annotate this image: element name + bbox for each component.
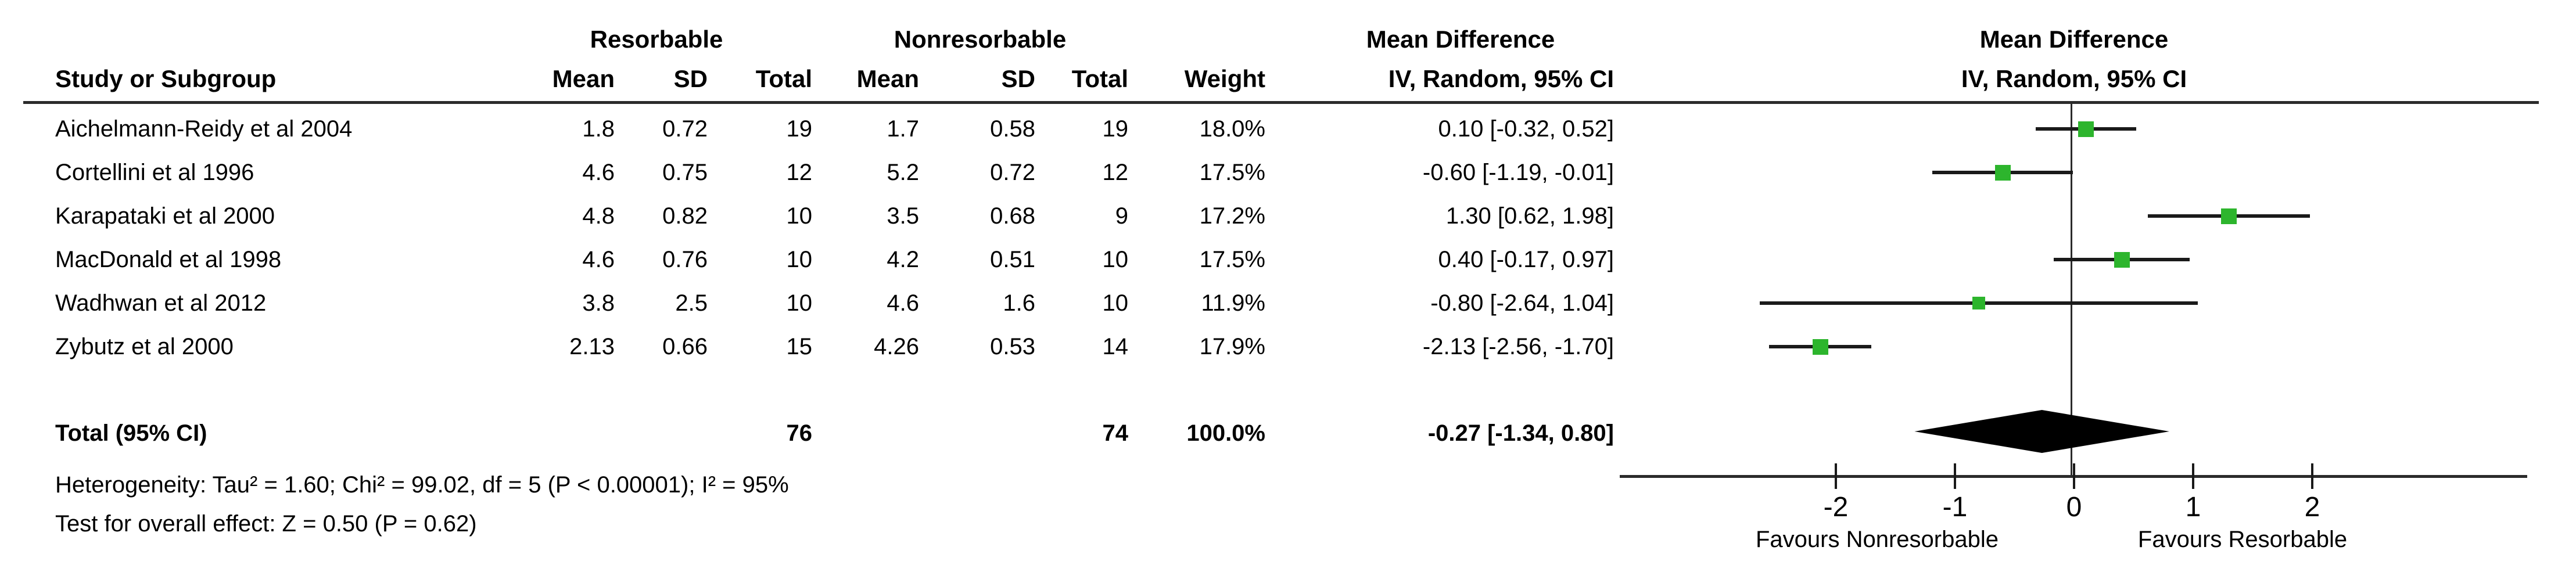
study-row-name: Zybutz et al 2000	[55, 334, 234, 359]
study-row-n_mean: 3.5	[887, 203, 919, 229]
study-row-r_mean: 4.8	[582, 203, 615, 229]
study-row-n_mean: 4.26	[874, 334, 919, 359]
overall-effect-text: Test for overall effect: Z = 0.50 (P = 0…	[55, 511, 477, 537]
group2-header: Nonresorbable	[894, 26, 1067, 53]
study-row-r_mean: 2.13	[569, 334, 615, 359]
study-row-ci_text: 0.10 [-0.32, 0.52]	[1438, 116, 1614, 142]
total-weight: 100.0%	[1186, 420, 1265, 446]
study-row-r_total: 15	[786, 334, 813, 359]
x-axis-tick-label: -1	[1942, 492, 1968, 523]
study-row-n_mean: 1.7	[887, 116, 919, 142]
effect-ci-header: IV, Random, 95% CI	[1388, 65, 1614, 92]
x-axis-tick	[2311, 463, 2313, 489]
study-row-ci_text: 1.30 [0.62, 1.98]	[1445, 203, 1614, 229]
x-axis-tick	[1954, 463, 1956, 489]
study-row-n_sd: 0.53	[990, 334, 1035, 359]
study-row-r_mean: 4.6	[582, 160, 615, 185]
study-row-r_mean: 4.6	[582, 247, 615, 272]
study-row-ci_text: -0.60 [-1.19, -0.01]	[1422, 160, 1614, 185]
study-row-name: Aichelmann-Reidy et al 2004	[55, 116, 353, 142]
study-row-n_total: 14	[1102, 334, 1129, 359]
g1-total-header: Total	[755, 65, 812, 92]
g2-sd-header: SD	[1001, 65, 1035, 92]
plot-ci-header: IV, Random, 95% CI	[1961, 65, 2187, 92]
study-row-r_total: 10	[786, 203, 813, 229]
study-row-n_total: 12	[1102, 160, 1129, 185]
study-row-r_sd: 0.72	[662, 116, 708, 142]
study-row-r_sd: 0.82	[662, 203, 708, 229]
effect-text-col-title: Mean Difference	[1366, 26, 1555, 53]
study-row-n_total: 9	[1115, 203, 1128, 229]
plot-col-title: Mean Difference	[1979, 26, 2169, 53]
study-row-r_total: 10	[786, 290, 813, 316]
header-separator-line	[23, 101, 2539, 104]
group1-header: Resorbable	[590, 26, 723, 53]
favours-right-label: Favours Resorbable	[2137, 527, 2348, 552]
study-row-name: Wadhwan et al 2012	[55, 290, 267, 316]
study-row-ci_text: -0.80 [-2.64, 1.04]	[1430, 290, 1614, 316]
total-r-total: 76	[786, 420, 813, 446]
study-row-ci_text: -2.13 [-2.56, -1.70]	[1422, 334, 1614, 359]
study-col-header: Study or Subgroup	[55, 65, 277, 92]
g1-mean-header: Mean	[552, 65, 615, 92]
favours-left-label: Favours Nonresorbable	[1756, 527, 1999, 552]
study-row-name: Cortellini et al 1996	[55, 160, 254, 185]
zero-line	[2071, 104, 2072, 477]
study-row-ci_text: 0.40 [-0.17, 0.97]	[1438, 247, 1614, 272]
study-row-r_sd: 0.76	[662, 247, 708, 272]
g2-mean-header: Mean	[856, 65, 919, 92]
study-row-r_total: 10	[786, 247, 813, 272]
study-row-r_mean: 3.8	[582, 290, 615, 316]
study-row-r_total: 12	[786, 160, 813, 185]
total-ci-text: -0.27 [-1.34, 0.80]	[1427, 420, 1614, 446]
forest-point-estimate-square	[1813, 339, 1828, 355]
study-row-weight: 11.9%	[1201, 290, 1265, 316]
forest-point-estimate-square	[2114, 252, 2130, 268]
study-row-weight: 17.5%	[1199, 160, 1265, 185]
study-row-n_sd: 0.51	[990, 247, 1035, 272]
pooled-effect-diamond	[1914, 410, 2169, 453]
study-row-r_sd: 0.75	[662, 160, 708, 185]
study-row-name: Karapataki et al 2000	[55, 203, 275, 229]
x-axis-tick	[1835, 463, 1837, 489]
study-row-r_mean: 1.8	[582, 116, 615, 142]
study-row-n_sd: 0.72	[990, 160, 1035, 185]
total-n-total: 74	[1102, 420, 1129, 446]
study-row-weight: 17.5%	[1199, 247, 1265, 272]
x-axis-tick-label: 1	[2185, 492, 2201, 523]
x-axis-tick-label: -2	[1823, 492, 1849, 523]
weight-header: Weight	[1184, 65, 1265, 92]
study-row-n_total: 10	[1102, 247, 1129, 272]
forest-point-estimate-square	[2078, 121, 2094, 137]
g1-sd-header: SD	[673, 65, 708, 92]
heterogeneity-text: Heterogeneity: Tau² = 1.60; Chi² = 99.02…	[55, 472, 789, 498]
study-row-n_mean: 4.6	[887, 290, 919, 316]
g2-total-header: Total	[1071, 65, 1128, 92]
study-row-r_sd: 2.5	[675, 290, 708, 316]
forest-point-estimate-square	[2221, 208, 2237, 224]
study-row-n_mean: 5.2	[887, 160, 919, 185]
study-row-weight: 17.9%	[1199, 334, 1265, 359]
forest-point-estimate-square	[1972, 297, 1985, 310]
study-row-n_sd: 1.6	[1003, 290, 1035, 316]
x-axis-tick	[2192, 463, 2194, 489]
study-row-n_sd: 0.68	[990, 203, 1035, 229]
study-row-weight: 18.0%	[1199, 116, 1265, 142]
x-axis-tick	[2073, 463, 2075, 489]
forest-point-estimate-square	[1995, 165, 2011, 181]
study-row-n_sd: 0.58	[990, 116, 1035, 142]
study-row-n_total: 19	[1102, 116, 1129, 142]
study-row-weight: 17.2%	[1199, 203, 1265, 229]
x-axis-tick-label: 2	[2304, 492, 2320, 523]
study-row-n_total: 10	[1102, 290, 1129, 316]
study-row-r_total: 19	[786, 116, 813, 142]
study-row-name: MacDonald et al 1998	[55, 247, 282, 272]
study-row-r_sd: 0.66	[662, 334, 708, 359]
x-axis-tick-label: 0	[2066, 492, 2082, 523]
study-row-n_mean: 4.2	[887, 247, 919, 272]
total-row-label: Total (95% CI)	[55, 420, 207, 446]
